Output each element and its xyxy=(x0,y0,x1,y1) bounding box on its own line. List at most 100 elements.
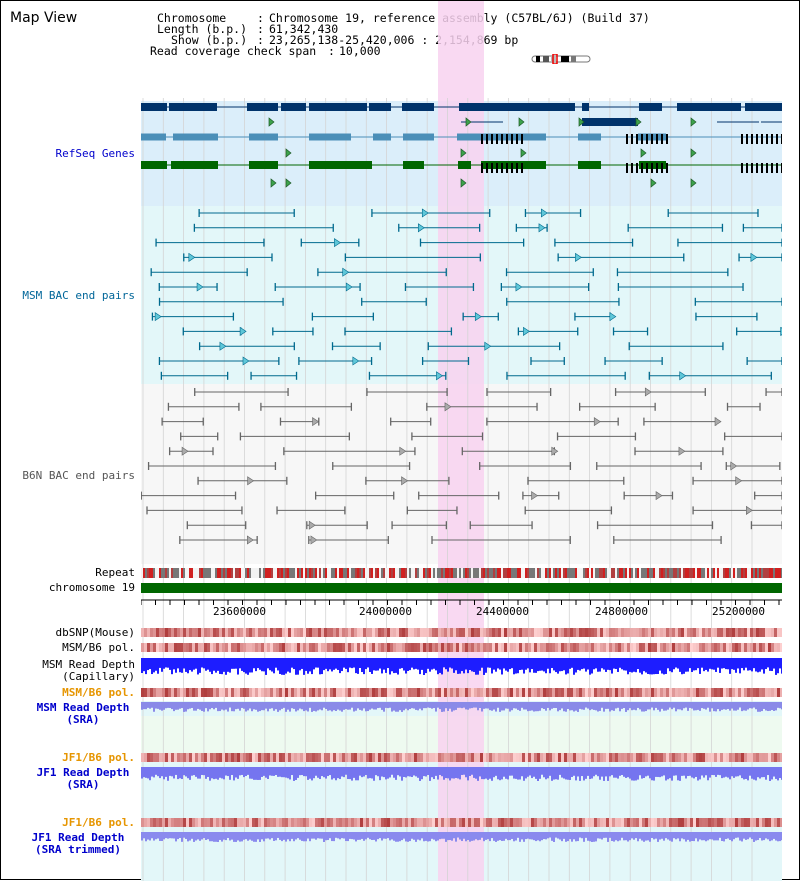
polymorphism-bar xyxy=(228,688,231,697)
read-depth-bar xyxy=(599,702,601,711)
read-depth-bar xyxy=(641,658,643,675)
bac-end-arrow-icon xyxy=(247,476,255,486)
repeat-bar xyxy=(575,568,577,578)
read-depth-bar xyxy=(669,832,671,841)
selected-region-highlight[interactable] xyxy=(438,1,484,881)
read-depth-bar xyxy=(361,767,363,778)
read-depth-bar xyxy=(517,832,519,838)
read-depth-bar xyxy=(549,658,551,674)
read-depth-bar xyxy=(607,702,609,709)
read-depth-bar xyxy=(481,658,483,668)
polymorphism-bar xyxy=(738,688,741,697)
polymorphism-bar xyxy=(774,818,777,827)
read-depth-bar xyxy=(529,658,531,673)
read-depth-bar xyxy=(269,658,271,671)
read-depth-bar xyxy=(369,658,371,672)
read-depth-bar xyxy=(697,702,699,710)
polymorphism-bar xyxy=(396,628,399,637)
read-depth-bar xyxy=(267,702,269,712)
repeat-bar xyxy=(641,568,643,578)
read-depth-bar xyxy=(731,832,733,842)
read-depth-bar xyxy=(503,832,505,841)
polymorphism-bar xyxy=(177,688,180,697)
polymorphism-bar xyxy=(645,688,648,697)
read-depth-bar xyxy=(229,702,231,708)
read-depth-bar xyxy=(295,767,297,780)
repeat-bar xyxy=(297,568,299,578)
polymorphism-bar xyxy=(300,628,303,637)
polymorphism-bar xyxy=(402,818,405,827)
read-depth-bar xyxy=(279,832,281,840)
polymorphism-bar xyxy=(255,688,258,697)
repeat-bar xyxy=(679,568,681,578)
polymorphism-bar xyxy=(408,688,411,697)
read-depth-bar xyxy=(659,832,661,840)
polymorphism-bar xyxy=(219,818,222,827)
chromosome-ideogram-icon[interactable] xyxy=(531,54,591,64)
read-depth-bar xyxy=(473,832,475,841)
read-depth-bar xyxy=(337,658,339,670)
track-features[interactable] xyxy=(141,98,782,881)
read-depth-bar xyxy=(355,702,357,711)
polymorphism-bar xyxy=(579,818,582,827)
polymorphism-bar xyxy=(597,818,600,827)
read-depth-bar xyxy=(595,832,597,842)
repeat-bar xyxy=(535,568,537,578)
polymorphism-bar xyxy=(420,643,423,652)
repeat-bar xyxy=(661,568,663,578)
read-depth-bar xyxy=(323,658,325,671)
read-depth-bar xyxy=(319,702,321,710)
read-depth-bar xyxy=(269,832,271,840)
repeat-bar xyxy=(451,568,453,578)
polymorphism-bar xyxy=(324,753,327,762)
read-depth-bar xyxy=(667,702,669,710)
ruler-tick-4: 24800000 xyxy=(595,605,648,618)
polymorphism-bar xyxy=(612,643,615,652)
polymorphism-bar xyxy=(168,688,171,697)
read-depth-bar xyxy=(763,832,765,841)
polymorphism-bar xyxy=(438,818,441,827)
read-depth-bar xyxy=(397,702,399,712)
polymorphism-bar xyxy=(609,628,612,637)
repeat-bar xyxy=(683,568,685,578)
polymorphism-bar xyxy=(567,753,570,762)
genome-track-area[interactable] xyxy=(141,1,782,881)
repeat-bar xyxy=(195,568,197,578)
repeat-bar xyxy=(181,568,183,578)
polymorphism-bar xyxy=(303,628,306,637)
polymorphism-bar xyxy=(660,628,663,637)
read-depth-bar xyxy=(637,658,639,670)
polymorphism-bar xyxy=(279,753,282,762)
read-depth-bar xyxy=(185,767,187,777)
polymorphism-bar xyxy=(402,688,405,697)
polymorphism-bar xyxy=(690,688,693,697)
read-depth-bar xyxy=(613,658,615,669)
polymorphism-bar xyxy=(273,628,276,637)
polymorphism-bar xyxy=(576,688,579,697)
polymorphism-bar xyxy=(147,628,150,637)
chromosome-bar xyxy=(141,583,782,593)
polymorphism-bar xyxy=(558,643,561,652)
read-depth-bar xyxy=(761,702,763,712)
read-depth-bar xyxy=(279,702,281,711)
repeat-bar xyxy=(559,568,561,578)
polymorphism-bar xyxy=(213,643,216,652)
polymorphism-bar xyxy=(648,628,651,637)
read-depth-bar xyxy=(659,767,661,778)
read-depth-bar xyxy=(557,702,559,712)
read-depth-bar xyxy=(421,658,423,670)
read-depth-bar xyxy=(643,832,645,842)
read-depth-bar xyxy=(149,658,151,670)
read-depth-bar xyxy=(673,832,675,839)
read-depth-bar xyxy=(169,658,171,670)
read-depth-bar xyxy=(621,658,623,670)
read-depth-bar xyxy=(639,658,641,673)
read-depth-bar xyxy=(377,658,379,671)
read-depth-bar xyxy=(507,702,509,709)
read-depth-bar xyxy=(293,832,295,842)
polymorphism-bar xyxy=(633,688,636,697)
polymorphism-bar xyxy=(714,753,717,762)
polymorphism-bar xyxy=(306,628,309,637)
read-depth-bar xyxy=(233,832,235,842)
polymorphism-bar xyxy=(510,628,513,637)
